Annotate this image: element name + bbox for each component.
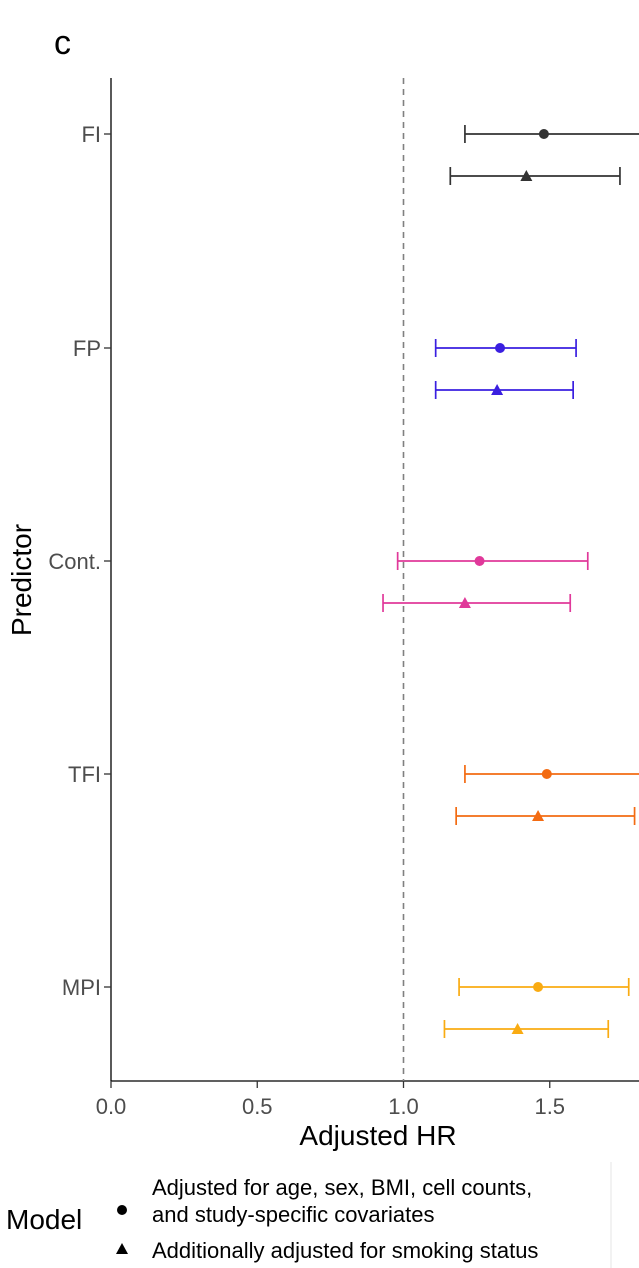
data-layer <box>382 125 639 1038</box>
legend-label: Additionally adjusted for smoking status <box>152 1238 538 1263</box>
point-circle <box>538 129 549 139</box>
x-tick-label: 0.0 <box>96 1094 127 1119</box>
y-axis-title: Predictor <box>6 524 37 636</box>
point-triangle <box>511 1023 524 1034</box>
y-tick-label: Cont. <box>48 549 101 574</box>
point-triangle <box>491 384 504 395</box>
x-tick-label: 1.0 <box>388 1094 419 1119</box>
panel-label: c <box>54 24 71 62</box>
point-triangle <box>520 170 533 181</box>
legend-key-circle <box>117 1205 127 1215</box>
x-tick-label: 0.5 <box>242 1094 273 1119</box>
point-circle <box>474 556 485 566</box>
point-triangle <box>458 597 471 608</box>
y-tick-label: MPI <box>62 975 101 1000</box>
point-circle <box>541 769 552 779</box>
y-tick-label: TFI <box>68 762 101 787</box>
legend-title: Model <box>6 1204 82 1235</box>
point-circle <box>495 343 506 353</box>
legend-label: Adjusted for age, sex, BMI, cell counts, <box>152 1175 532 1200</box>
legend-key-triangle <box>116 1243 128 1254</box>
y-tick-label: FP <box>73 336 101 361</box>
legend-label: and study-specific covariates <box>152 1202 434 1227</box>
x-tick-label: 1.5 <box>534 1094 565 1119</box>
point-circle <box>533 982 544 992</box>
y-tick-label: FI <box>81 122 101 147</box>
x-axis-title: Adjusted HR <box>299 1120 456 1151</box>
point-triangle <box>532 810 545 821</box>
